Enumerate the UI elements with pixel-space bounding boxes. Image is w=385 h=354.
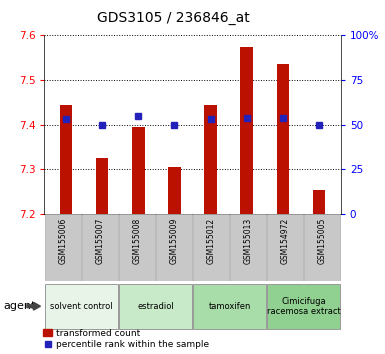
Text: solvent control: solvent control [50,302,113,311]
Legend: transformed count, percentile rank within the sample: transformed count, percentile rank withi… [43,329,209,349]
Text: Cimicifuga
racemosa extract: Cimicifuga racemosa extract [267,297,341,316]
Bar [45,214,81,281]
Text: tamoxifen: tamoxifen [208,302,251,311]
Bar [60,105,72,214]
Bar [96,158,109,214]
Bar [119,284,192,329]
Text: GSM155012: GSM155012 [206,217,216,264]
Bar [82,214,118,281]
Bar [230,214,266,281]
Text: GSM154972: GSM154972 [281,217,290,264]
Bar [193,214,229,281]
Bar [313,190,325,214]
Bar [119,214,155,281]
Text: GSM155008: GSM155008 [132,217,141,264]
Text: agent: agent [4,301,36,311]
Bar [276,64,289,214]
Text: GSM155009: GSM155009 [169,217,179,264]
Bar [132,127,145,214]
Bar [156,214,192,281]
Text: GDS3105 / 236846_at: GDS3105 / 236846_at [97,11,249,25]
Bar [193,284,266,329]
Bar [204,105,217,214]
Text: GSM155007: GSM155007 [95,217,104,264]
Bar [267,284,340,329]
Bar [240,47,253,214]
Text: GSM155005: GSM155005 [318,217,327,264]
Bar [45,284,118,329]
Bar [267,214,303,281]
Bar [168,167,181,214]
Bar [304,214,340,281]
Text: GSM155013: GSM155013 [244,217,253,264]
Text: GSM155006: GSM155006 [58,217,67,264]
Text: estradiol: estradiol [137,302,174,311]
